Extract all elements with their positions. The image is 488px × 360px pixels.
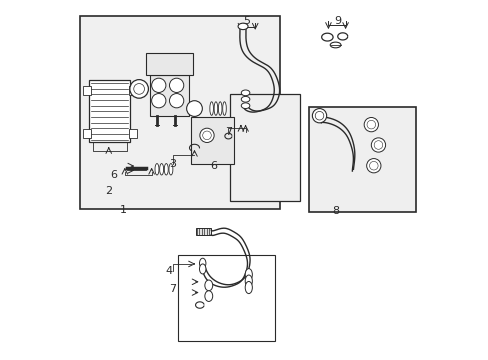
Bar bbox=[80, 16, 280, 208]
Ellipse shape bbox=[241, 96, 249, 102]
Circle shape bbox=[186, 101, 202, 116]
Bar bbox=[82, 86, 90, 95]
Ellipse shape bbox=[244, 275, 252, 287]
Ellipse shape bbox=[241, 90, 249, 96]
Text: 6: 6 bbox=[210, 161, 217, 171]
Ellipse shape bbox=[199, 258, 205, 268]
Text: 5: 5 bbox=[242, 16, 249, 26]
Ellipse shape bbox=[218, 102, 222, 115]
Circle shape bbox=[134, 84, 144, 94]
Bar bbox=[190, 117, 233, 164]
Text: 9: 9 bbox=[333, 16, 340, 26]
Bar bbox=[178, 255, 274, 341]
Circle shape bbox=[366, 120, 375, 129]
Text: 8: 8 bbox=[331, 206, 339, 216]
Ellipse shape bbox=[155, 163, 159, 175]
Circle shape bbox=[369, 161, 377, 170]
Ellipse shape bbox=[204, 280, 212, 291]
Bar bbox=[146, 53, 192, 75]
Ellipse shape bbox=[160, 163, 163, 175]
Ellipse shape bbox=[244, 269, 252, 281]
Bar bbox=[128, 129, 136, 138]
Ellipse shape bbox=[204, 291, 212, 301]
Ellipse shape bbox=[164, 163, 168, 175]
Ellipse shape bbox=[199, 264, 205, 274]
Ellipse shape bbox=[238, 23, 247, 30]
Ellipse shape bbox=[244, 282, 252, 294]
Ellipse shape bbox=[214, 102, 217, 115]
Circle shape bbox=[200, 128, 214, 143]
Text: 7: 7 bbox=[224, 127, 231, 137]
Bar bbox=[230, 94, 299, 202]
Circle shape bbox=[169, 94, 183, 108]
Circle shape bbox=[364, 117, 378, 132]
Circle shape bbox=[151, 78, 165, 93]
Circle shape bbox=[151, 94, 165, 108]
Circle shape bbox=[312, 109, 326, 123]
Ellipse shape bbox=[168, 163, 173, 175]
Ellipse shape bbox=[209, 102, 213, 115]
Bar bbox=[82, 129, 90, 138]
Circle shape bbox=[130, 80, 148, 98]
Text: 1: 1 bbox=[119, 205, 126, 215]
Text: 4: 4 bbox=[165, 266, 173, 276]
Ellipse shape bbox=[222, 102, 226, 115]
Bar bbox=[195, 228, 211, 235]
Circle shape bbox=[315, 111, 323, 120]
Bar bbox=[128, 86, 136, 95]
Text: 2: 2 bbox=[105, 186, 112, 196]
Circle shape bbox=[203, 131, 211, 140]
Text: 6: 6 bbox=[110, 170, 118, 180]
Circle shape bbox=[373, 141, 382, 149]
Circle shape bbox=[366, 158, 380, 173]
Bar bbox=[89, 80, 130, 143]
Ellipse shape bbox=[329, 42, 340, 48]
Ellipse shape bbox=[241, 103, 249, 109]
Circle shape bbox=[370, 138, 385, 152]
Text: 3: 3 bbox=[169, 159, 176, 169]
Text: 7: 7 bbox=[169, 284, 176, 294]
Circle shape bbox=[169, 78, 183, 93]
Bar bbox=[308, 107, 415, 212]
Bar bbox=[149, 75, 189, 116]
